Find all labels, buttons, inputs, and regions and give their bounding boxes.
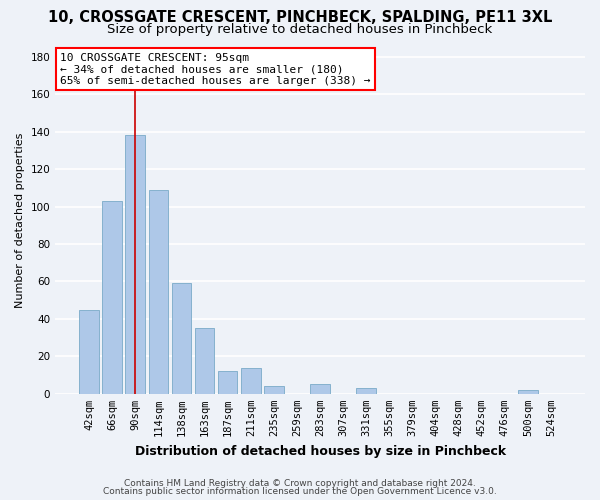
Y-axis label: Number of detached properties: Number of detached properties [15, 133, 25, 308]
Bar [195, 328, 214, 394]
Bar [103, 201, 122, 394]
Text: Contains HM Land Registry data © Crown copyright and database right 2024.: Contains HM Land Registry data © Crown c… [124, 478, 476, 488]
Bar [518, 390, 538, 394]
Text: 10 CROSSGATE CRESCENT: 95sqm
← 34% of detached houses are smaller (180)
65% of s: 10 CROSSGATE CRESCENT: 95sqm ← 34% of de… [61, 52, 371, 86]
Text: Size of property relative to detached houses in Pinchbeck: Size of property relative to detached ho… [107, 22, 493, 36]
Bar [79, 310, 99, 394]
Bar [356, 388, 376, 394]
Bar [241, 368, 260, 394]
Bar [149, 190, 168, 394]
Bar [125, 136, 145, 394]
Text: 10, CROSSGATE CRESCENT, PINCHBECK, SPALDING, PE11 3XL: 10, CROSSGATE CRESCENT, PINCHBECK, SPALD… [48, 10, 552, 25]
Text: Contains public sector information licensed under the Open Government Licence v3: Contains public sector information licen… [103, 487, 497, 496]
Bar [264, 386, 284, 394]
X-axis label: Distribution of detached houses by size in Pinchbeck: Distribution of detached houses by size … [134, 444, 506, 458]
Bar [172, 284, 191, 394]
Bar [310, 384, 330, 394]
Bar [218, 372, 238, 394]
